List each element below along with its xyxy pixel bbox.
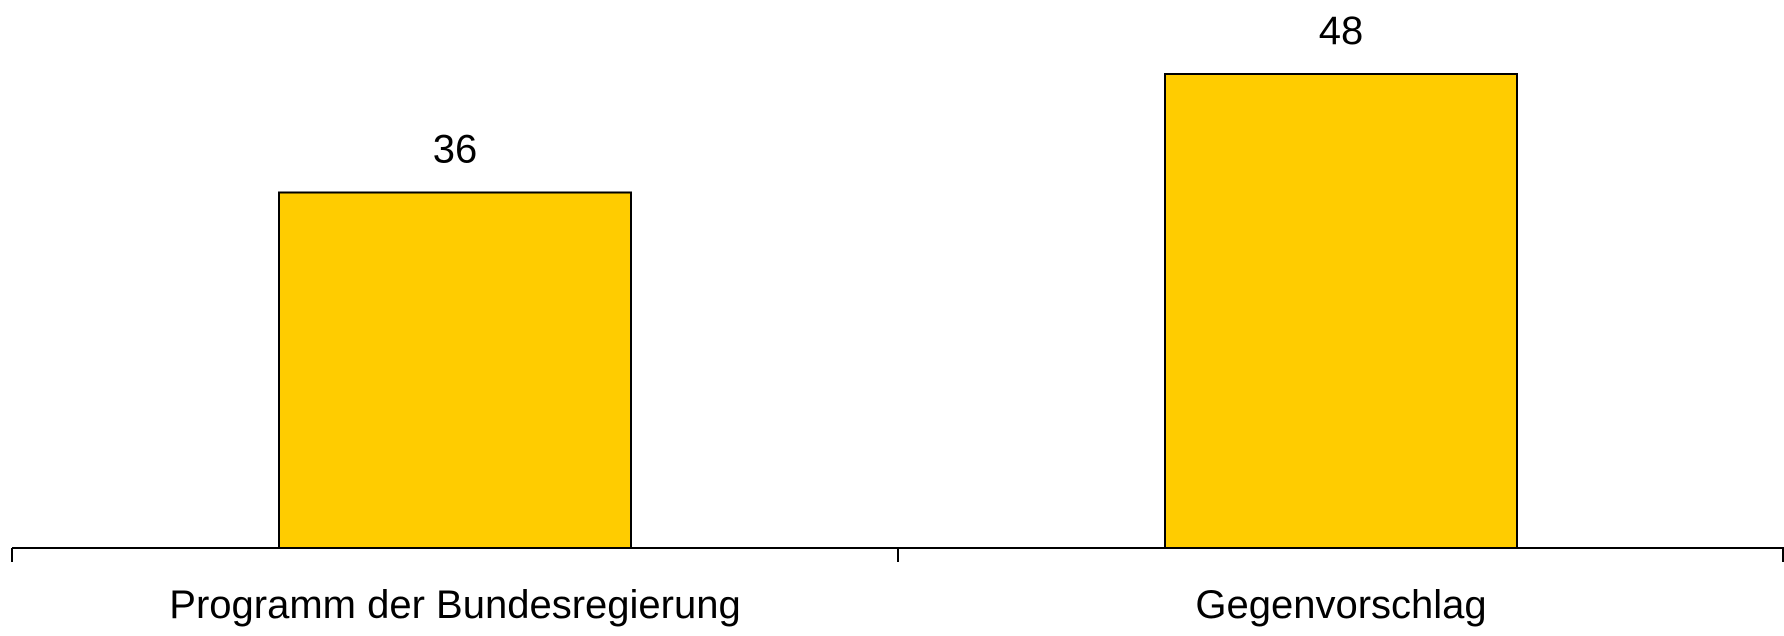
bars-group [278,73,1518,549]
bar-1 [278,191,632,549]
x-tick-labels-group: Programm der Bundesregierung Gegenvorschl… [169,583,1486,627]
x-tick-label-2: Gegenvorschlag [1195,583,1486,627]
value-labels-group: 36 48 [433,9,1364,172]
x-tick-label-1: Programm der Bundesregierung [169,583,740,627]
value-label-2: 48 [1319,9,1364,53]
bar-2 [1164,73,1518,549]
value-label-1: 36 [433,128,478,172]
x-axis [11,547,1784,562]
